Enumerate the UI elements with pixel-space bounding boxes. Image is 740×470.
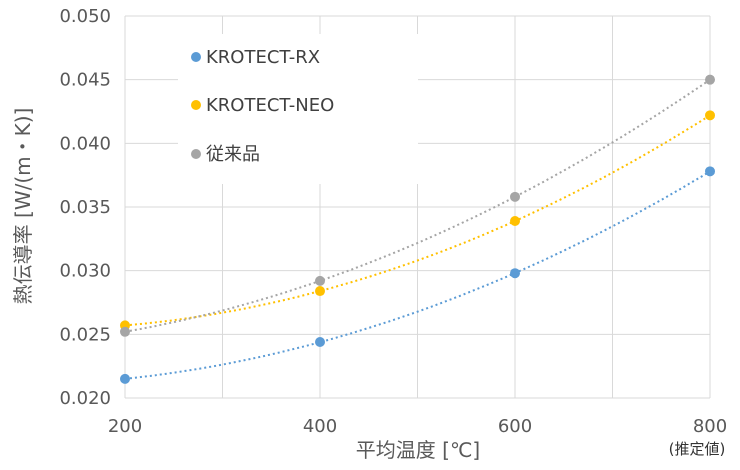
legend-label-conventional: 従来品	[206, 144, 260, 165]
legend-item-conventional: 従来品	[191, 144, 260, 165]
y-tick-label: 0.035	[59, 197, 111, 218]
legend-item-krotect-rx: KROTECT-RX	[191, 47, 320, 68]
data-point	[315, 286, 325, 297]
x-tick-label: 800	[693, 416, 727, 437]
legend-label-krotect-rx: KROTECT-RX	[206, 47, 320, 68]
data-point	[120, 373, 130, 384]
data-point	[705, 110, 715, 121]
y-axis-title: 熱伝導率 [W/(m・K)]	[11, 108, 35, 305]
legend-marker-krotect-neo	[191, 100, 201, 110]
series-trendline	[124, 170, 711, 380]
data-point	[510, 268, 520, 279]
x-tick-label: 600	[498, 416, 532, 437]
data-point	[120, 326, 130, 337]
y-tick-label: 0.030	[59, 261, 111, 282]
legend: KROTECT-RX KROTECT-NEO 従来品	[178, 34, 418, 184]
legend-marker-conventional	[191, 149, 201, 159]
series-trendline	[124, 114, 711, 327]
x-tick-label: 200	[108, 416, 142, 437]
data-point	[315, 336, 325, 347]
series-0	[120, 166, 715, 384]
data-point	[510, 216, 520, 227]
y-tick-label: 0.045	[59, 70, 111, 91]
x-tick-label: 400	[303, 416, 337, 437]
x-axis-title: 平均温度 [℃]	[356, 438, 480, 462]
data-point	[315, 275, 325, 286]
axis-labels: 0.020 0.025 0.030 0.035 0.040 0.045 0.050 200 40…	[59, 6, 727, 437]
series-2	[120, 74, 715, 337]
series-layer	[120, 74, 715, 384]
series-trendline	[124, 78, 711, 333]
legend-background	[178, 34, 418, 184]
legend-label-krotect-neo: KROTECT-NEO	[206, 95, 334, 116]
data-point	[510, 191, 520, 202]
y-tick-label: 0.050	[59, 6, 111, 27]
y-tick-label: 0.025	[59, 324, 111, 345]
data-point	[705, 74, 715, 85]
legend-marker-krotect-rx	[191, 52, 201, 62]
data-point	[705, 166, 715, 177]
legend-item-krotect-neo: KROTECT-NEO	[191, 95, 334, 116]
y-tick-label: 0.020	[59, 388, 111, 409]
y-tick-label: 0.040	[59, 133, 111, 154]
estimated-value-note: (推定値)	[669, 440, 726, 458]
